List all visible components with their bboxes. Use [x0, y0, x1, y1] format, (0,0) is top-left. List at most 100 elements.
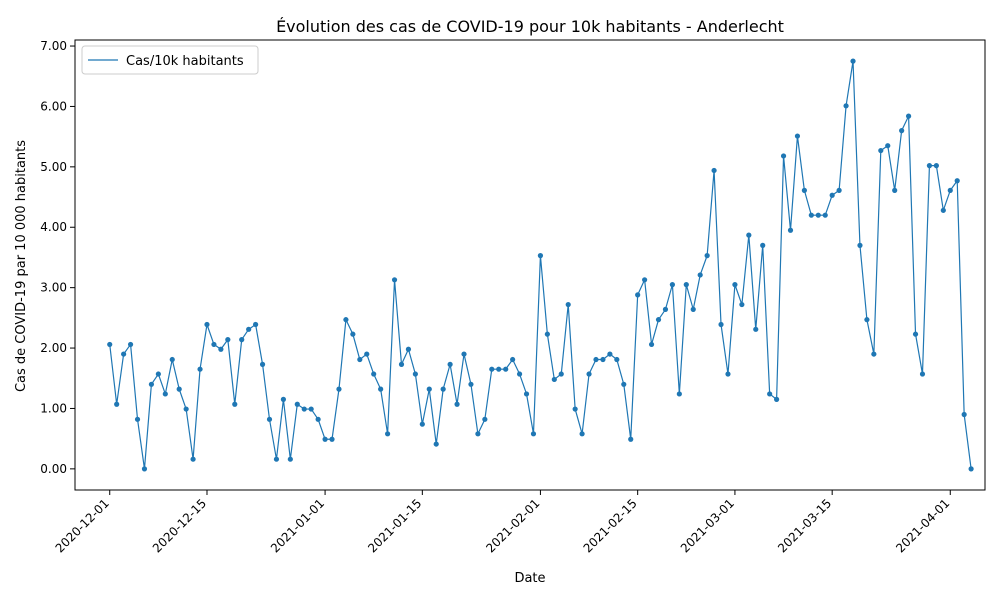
- data-point: [412, 371, 418, 377]
- data-point: [919, 371, 926, 377]
- series-line: [109, 60, 972, 470]
- data-point: [176, 386, 182, 392]
- data-point: [433, 441, 439, 447]
- data-point: [912, 331, 919, 337]
- y-tick-label: 6.00: [40, 99, 67, 113]
- data-point: [614, 356, 620, 363]
- data-point: [371, 371, 377, 377]
- data-point: [648, 341, 655, 348]
- data-point: [579, 431, 585, 437]
- data-point: [558, 371, 564, 377]
- data-point: [343, 317, 349, 323]
- data-point: [808, 212, 814, 218]
- data-point: [516, 371, 523, 377]
- data-point: [364, 351, 370, 357]
- data-point: [780, 153, 787, 159]
- data-point: [405, 346, 412, 352]
- data-point: [607, 351, 613, 357]
- data-point: [489, 366, 495, 372]
- data-point: [635, 292, 641, 298]
- data-point: [447, 361, 453, 367]
- data-point: [197, 366, 203, 372]
- data-point: [926, 163, 933, 169]
- data-point: [398, 361, 405, 367]
- x-tick-label: 2021-03-01: [678, 496, 737, 555]
- data-point: [253, 321, 259, 328]
- data-point: [239, 337, 245, 343]
- data-point: [440, 386, 446, 392]
- data-point: [676, 391, 682, 397]
- data-point: [892, 187, 898, 193]
- data-point: [829, 192, 835, 198]
- data-point: [905, 113, 912, 119]
- data-point: [232, 401, 238, 407]
- data-point: [628, 436, 634, 442]
- data-point: [954, 178, 960, 184]
- data-point: [294, 401, 300, 407]
- legend-box: [81, 45, 259, 75]
- data-point: [419, 421, 425, 427]
- data-point: [600, 356, 606, 363]
- data-point: [121, 351, 127, 357]
- legend-label: Cas/10k habitants: [126, 54, 244, 69]
- data-point: [662, 306, 669, 312]
- data-point: [273, 456, 280, 462]
- data-point: [503, 366, 509, 372]
- x-tick-label: 2021-01-01: [268, 496, 327, 555]
- data-point: [134, 416, 141, 422]
- plot-area: [74, 39, 986, 491]
- data-point: [718, 321, 724, 328]
- data-point: [475, 431, 481, 437]
- data-point: [655, 317, 662, 323]
- data-point: [107, 341, 113, 348]
- data-point: [246, 326, 252, 332]
- data-point: [843, 103, 849, 109]
- data-point: [315, 416, 321, 422]
- y-tick-label: 5.00: [40, 160, 67, 174]
- data-point: [899, 128, 905, 134]
- data-point: [426, 386, 432, 392]
- data-point: [683, 282, 689, 288]
- data-point: [753, 326, 759, 332]
- data-point: [482, 416, 488, 422]
- data-point: [947, 187, 953, 193]
- data-point: [468, 381, 474, 387]
- x-tick-label: 2021-04-01: [893, 496, 952, 555]
- data-point: [218, 346, 224, 352]
- data-point: [190, 456, 196, 462]
- data-point: [822, 212, 828, 218]
- data-point: [704, 253, 710, 259]
- data-point: [127, 341, 134, 348]
- x-tick-label: 2021-03-15: [775, 496, 834, 555]
- data-point: [537, 253, 544, 259]
- data-point: [760, 242, 766, 248]
- x-axis: 2020-12-01 2020-12-15 2021-01-01 2021-01-15…: [53, 490, 952, 555]
- data-point: [523, 391, 530, 397]
- data-point: [496, 366, 502, 372]
- data-point: [329, 436, 335, 442]
- data-point: [225, 337, 231, 343]
- plot-frame: [74, 39, 986, 491]
- data-point: [211, 341, 217, 348]
- data-point: [746, 232, 752, 238]
- data-point: [850, 58, 856, 64]
- data-point: [815, 212, 821, 218]
- data-point: [385, 431, 391, 437]
- data-point: [461, 351, 467, 357]
- y-tick-label: 4.00: [40, 220, 67, 234]
- data-point: [266, 416, 273, 422]
- data-point: [183, 406, 189, 412]
- data-point: [551, 376, 557, 383]
- data-point: [114, 401, 120, 407]
- data-point: [308, 406, 314, 412]
- data-point: [878, 147, 884, 154]
- data-point: [711, 167, 717, 174]
- data-point: [454, 401, 460, 407]
- data-point: [378, 386, 384, 392]
- y-tick-label: 3.00: [40, 281, 67, 295]
- data-point: [169, 356, 175, 363]
- data-point: [287, 456, 293, 462]
- data-point: [961, 411, 967, 418]
- data-point: [259, 361, 266, 367]
- data-point: [621, 381, 627, 387]
